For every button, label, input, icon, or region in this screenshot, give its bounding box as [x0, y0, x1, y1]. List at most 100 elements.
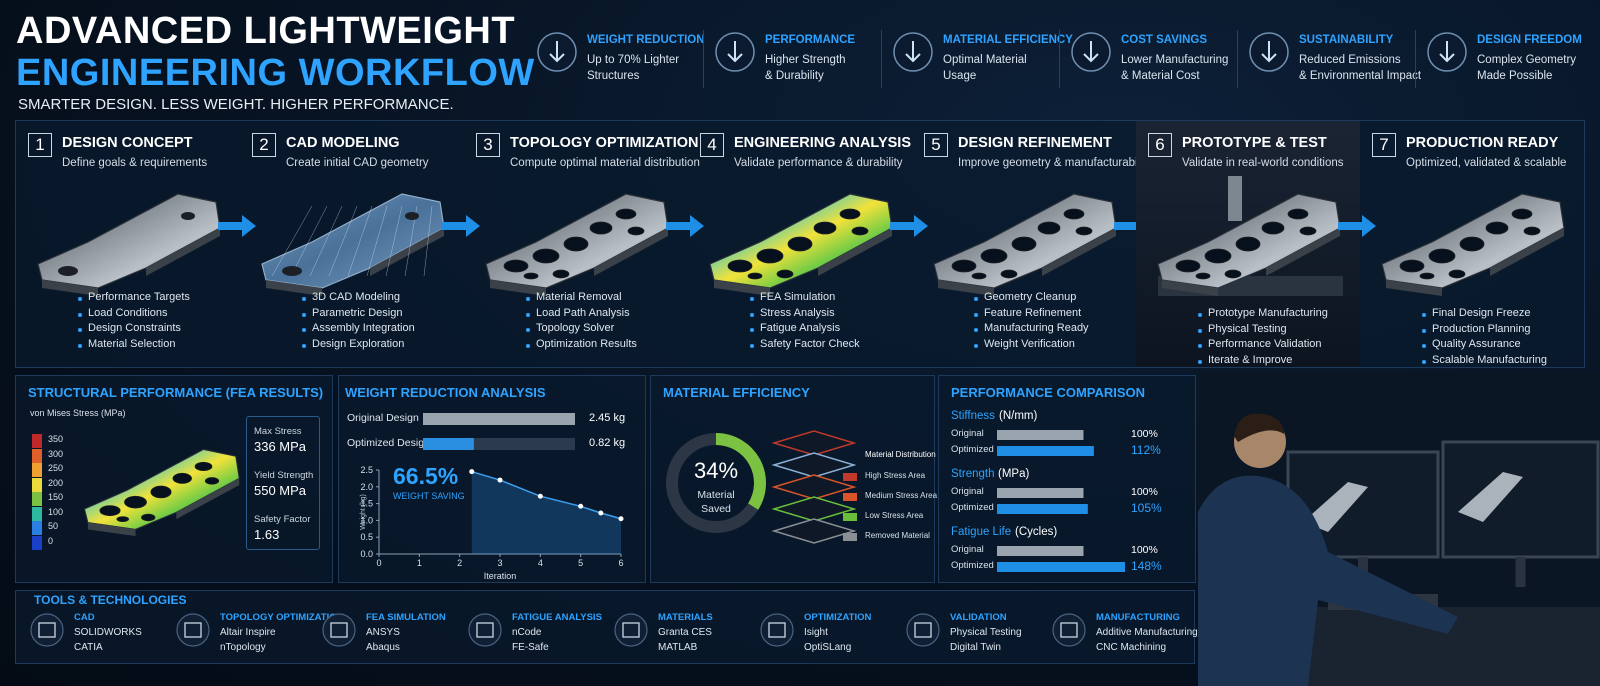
layer: [771, 452, 857, 478]
bar-box: [997, 430, 1084, 440]
layer: [771, 518, 857, 544]
lattice-hole: [1175, 259, 1201, 273]
icon-ring: [322, 613, 356, 647]
bar: [423, 413, 575, 425]
group-name: Fatigue Life: [951, 526, 1012, 538]
legend-tick: 0: [48, 535, 54, 546]
point: [497, 477, 503, 483]
row-label: Optimized: [951, 560, 994, 571]
donut-arc: [715, 433, 766, 510]
tool-icon: [322, 613, 356, 647]
panel-title: TOOLS & TECHNOLOGIES: [34, 593, 187, 607]
point: [578, 503, 584, 509]
bracket-side: [1162, 228, 1340, 296]
step-bullet: Parametric Design: [312, 306, 403, 319]
arrow: [218, 215, 256, 237]
bar-box: [997, 562, 1125, 572]
layer: [771, 430, 857, 456]
lattice-hole: [727, 259, 753, 273]
monitor-bracket: [1458, 472, 1523, 522]
fea-model: [83, 448, 240, 537]
tool-name: Granta CES: [658, 627, 712, 638]
separator: [881, 30, 882, 88]
tool-name: CATIA: [74, 642, 103, 653]
icon-glyph: [622, 622, 640, 638]
y-tick-label: 2.5: [360, 465, 373, 475]
legend-swatch: [32, 506, 42, 521]
bullet-dot: [974, 297, 978, 301]
lattice-hole: [204, 477, 220, 485]
lattice-hole: [1011, 236, 1037, 252]
group-unit: (Cycles): [1015, 526, 1058, 538]
panel-title: MATERIAL EFFICIENCY: [663, 385, 810, 400]
step-bullet: Physical Testing: [1208, 322, 1287, 335]
tool-icon: [468, 613, 502, 647]
tool-name: nCode: [512, 627, 542, 638]
step-image: [1381, 193, 1565, 296]
benefit-text: Higher Strength: [765, 54, 846, 66]
step-title: DESIGN REFINEMENT: [958, 135, 1112, 151]
benefit-icon: [893, 32, 933, 72]
step-bullet: Material Selection: [88, 337, 176, 350]
lattice-hole: [813, 221, 837, 235]
legend-swatch: [32, 448, 42, 463]
lattice-hole: [523, 272, 539, 280]
flow-arrow: [890, 215, 928, 237]
legend-swatch: [32, 521, 42, 535]
legend-label: Medium Stress Area: [865, 491, 938, 500]
bar-box: [997, 446, 1094, 456]
tool-category: MATERIALS: [658, 612, 713, 623]
tools-panel: TOOLS & TECHNOLOGIES CAD SOLIDWORKS CATIA TO…: [15, 590, 1198, 664]
legend-swatch: [32, 477, 42, 492]
line: [471, 470, 622, 520]
benefit-title: MATERIAL EFFICIENCY: [943, 34, 1073, 46]
lattice-hole: [172, 472, 192, 484]
step-subtitle: Define goals & requirements: [62, 157, 208, 169]
step-subtitle: Compute optimal material distribution: [510, 157, 700, 169]
layer: [771, 496, 857, 522]
tool-name: FE-Safe: [512, 642, 549, 653]
icon-glyph: [330, 622, 348, 638]
arrow: [890, 215, 928, 237]
bullet-dot: [302, 312, 306, 317]
bullet-dot: [78, 343, 82, 348]
benefit-text: Complex Geometry: [1477, 54, 1577, 66]
lattice-hole: [1511, 208, 1533, 220]
bullet-dot: [526, 328, 530, 332]
hole: [181, 212, 195, 220]
step-bullet: Load Path Analysis: [536, 306, 630, 319]
wire-line: [290, 205, 328, 277]
legend-swatch: [32, 535, 42, 550]
icon-glyph: [184, 622, 202, 638]
step-title: DESIGN CONCEPT: [62, 135, 193, 151]
legend-swatch: [843, 533, 857, 541]
bullet-dot: [526, 297, 530, 301]
weight-panel: WEIGHT REDUCTION ANALYSIS Original Design…: [338, 375, 646, 583]
step-bullet: Geometry Cleanup: [984, 291, 1077, 303]
stat-value: 1.63: [254, 527, 280, 542]
tool-category: FEA SIMULATION: [366, 612, 446, 623]
tool-name: OptiSLang: [804, 642, 852, 653]
lattice-hole: [1195, 272, 1211, 280]
step-bullet: Material Removal: [536, 291, 622, 303]
bar-track: [423, 438, 575, 450]
icon-glyph: [768, 622, 786, 638]
lattice-hole: [532, 248, 560, 264]
rig-column: [1228, 176, 1242, 221]
bar-value: 2.45 kg: [589, 412, 626, 424]
lattice-hole: [552, 269, 570, 279]
benefit-text: & Environmental Impact: [1299, 70, 1422, 82]
bullet-dot: [526, 343, 530, 348]
step-bullet: Prototype Manufacturing: [1208, 307, 1328, 319]
legend-label: Removed Material: [865, 531, 930, 540]
benefit-icon: [1071, 32, 1111, 72]
bracket-side: [1386, 228, 1564, 296]
stats-box: [246, 416, 320, 550]
tool-name: Digital Twin: [950, 642, 1001, 653]
bullet-dot: [1198, 359, 1202, 364]
bar: [997, 562, 1125, 572]
tool-icon: [614, 613, 648, 647]
y-tick-label: 2.0: [360, 482, 373, 492]
lattice-hole: [1485, 221, 1509, 235]
bar-value: 148%: [1131, 559, 1162, 573]
